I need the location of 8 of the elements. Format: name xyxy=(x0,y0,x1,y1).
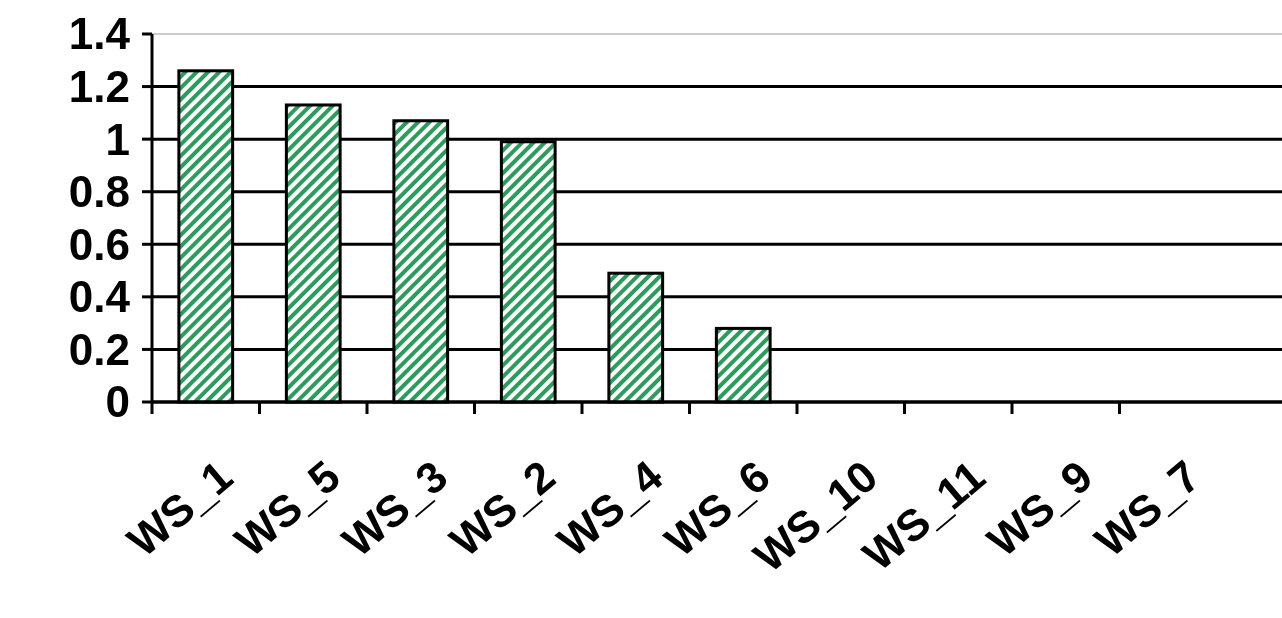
y-tick-label: 1.4 xyxy=(68,9,131,59)
y-tick-label: 0.4 xyxy=(68,272,131,322)
y-tick-label: 0.6 xyxy=(68,219,130,269)
y-tick-label: 0.8 xyxy=(68,167,130,217)
y-tick-label: 0 xyxy=(105,377,130,427)
y-tick-label: 1 xyxy=(105,114,130,164)
y-tick-label: 0.2 xyxy=(68,324,130,374)
y-tick-label: 1.2 xyxy=(68,61,130,111)
